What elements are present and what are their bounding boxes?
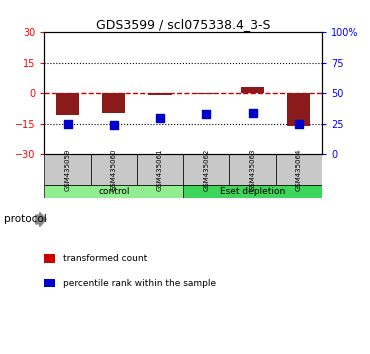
Bar <box>44 185 183 198</box>
Text: percentile rank within the sample: percentile rank within the sample <box>63 279 216 288</box>
Bar <box>229 154 276 185</box>
Bar <box>44 154 91 185</box>
Bar <box>137 154 183 185</box>
Text: GSM435059: GSM435059 <box>64 149 71 191</box>
Text: GSM435064: GSM435064 <box>296 149 302 191</box>
Bar <box>102 93 125 113</box>
Text: GSM435063: GSM435063 <box>249 149 256 191</box>
Point <box>111 122 117 128</box>
Text: GSM435061: GSM435061 <box>157 149 163 191</box>
Bar <box>91 154 137 185</box>
Bar <box>195 93 218 94</box>
Point <box>204 111 209 117</box>
Text: transformed count: transformed count <box>63 254 147 263</box>
Bar <box>183 154 229 185</box>
Title: GDS3599 / scl075338.4_3-S: GDS3599 / scl075338.4_3-S <box>96 18 270 31</box>
Text: control: control <box>98 187 130 196</box>
Text: GSM435060: GSM435060 <box>111 149 117 191</box>
Bar <box>241 87 264 93</box>
Bar <box>183 185 322 198</box>
Text: protocol: protocol <box>4 215 47 224</box>
Bar <box>287 93 310 126</box>
Point <box>296 121 302 127</box>
Text: GSM435062: GSM435062 <box>203 149 209 191</box>
Bar <box>56 93 79 115</box>
Point <box>157 115 163 120</box>
Bar <box>276 154 322 185</box>
Bar <box>148 93 172 95</box>
Text: Eset depletion: Eset depletion <box>220 187 285 196</box>
FancyArrow shape <box>35 212 46 227</box>
Point <box>65 121 71 127</box>
Point <box>250 110 256 116</box>
